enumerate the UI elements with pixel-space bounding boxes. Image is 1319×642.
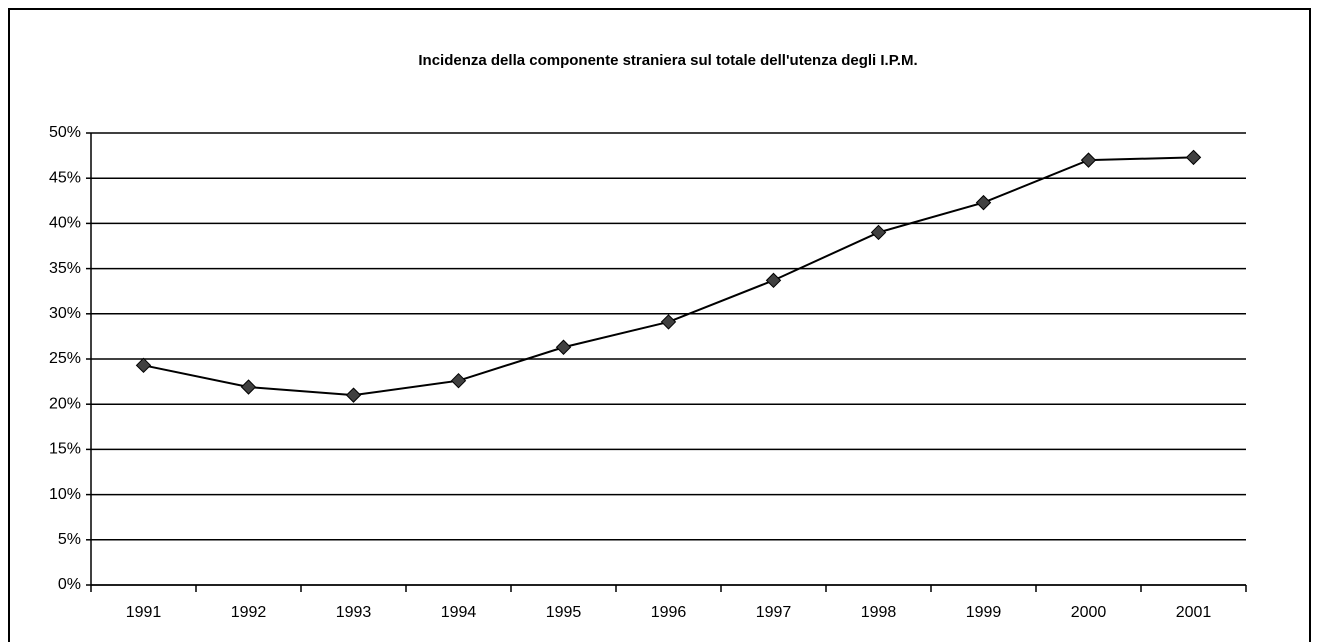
marker [240, 379, 257, 395]
marker [135, 357, 152, 374]
y-tick-label: 0% [58, 576, 81, 593]
x-tick-label: 1992 [231, 604, 267, 621]
x-tick-label: 1996 [651, 604, 687, 621]
marker [555, 339, 572, 355]
marker [1080, 152, 1097, 168]
chart-title: Incidenza della componente straniera sul… [418, 52, 917, 69]
y-tick-label: 25% [49, 350, 81, 367]
y-tick-label: 15% [49, 441, 81, 458]
x-tick-label: 1993 [336, 604, 372, 621]
marker [660, 314, 677, 330]
x-tick-label: 1994 [441, 604, 477, 621]
marker [1185, 149, 1202, 166]
x-tick-label: 2001 [1176, 604, 1212, 621]
marker [450, 372, 467, 389]
marker [870, 224, 887, 241]
y-tick-label: 35% [49, 260, 81, 277]
marker [345, 387, 362, 403]
marker [975, 194, 992, 211]
chart-border [8, 8, 1311, 642]
y-tick-label: 40% [49, 215, 81, 232]
y-tick-label: 10% [49, 486, 81, 503]
y-tick-label: 20% [49, 395, 81, 412]
y-tick-label: 5% [58, 531, 81, 548]
marker [765, 272, 782, 289]
y-tick-label: 50% [49, 124, 81, 141]
y-tick-label: 45% [49, 169, 81, 186]
x-tick-label: 2000 [1071, 604, 1107, 621]
x-tick-label: 1995 [546, 604, 582, 621]
x-tick-label: 1991 [126, 604, 162, 621]
y-tick-label: 30% [49, 305, 81, 322]
x-tick-label: 1999 [966, 604, 1002, 621]
x-tick-label: 1997 [756, 604, 792, 621]
x-tick-label: 1998 [861, 604, 897, 621]
